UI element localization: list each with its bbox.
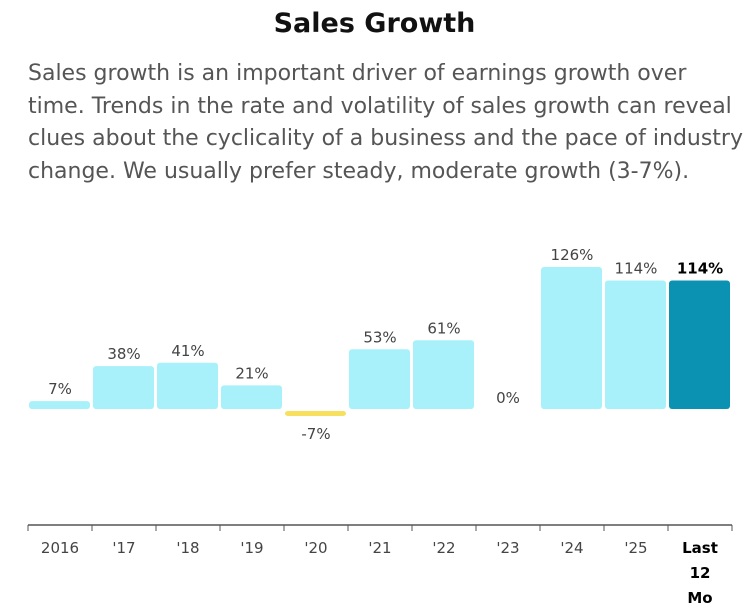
- bar[interactable]: [221, 385, 282, 409]
- x-tick-label: '24: [560, 539, 583, 557]
- x-tick-label: '25: [624, 539, 647, 557]
- bar-value-label: 114%: [677, 260, 723, 278]
- chart-description: Sales growth is an important driver of e…: [28, 61, 743, 184]
- bar[interactable]: [285, 411, 346, 416]
- bar-value-label: 41%: [171, 342, 204, 360]
- x-tick-label: Mo: [687, 589, 712, 607]
- bar-value-label: 0%: [496, 389, 520, 407]
- bar-value-label: 126%: [551, 246, 594, 264]
- bar[interactable]: [669, 280, 730, 409]
- x-tick-label: '17: [112, 539, 135, 557]
- bar[interactable]: [413, 340, 474, 409]
- x-tick-label: 2016: [41, 539, 79, 557]
- x-tick-label: '19: [240, 539, 263, 557]
- x-tick-label: '21: [368, 539, 391, 557]
- bar-value-label: 61%: [427, 319, 460, 337]
- bar[interactable]: [605, 280, 666, 409]
- chart-title: Sales Growth: [273, 8, 476, 39]
- x-tick-label: '22: [432, 539, 455, 557]
- x-tick-label: '18: [176, 539, 199, 557]
- x-tick-label: '23: [496, 539, 519, 557]
- bar[interactable]: [157, 362, 218, 409]
- bar[interactable]: [349, 349, 410, 409]
- bar-value-label: 114%: [615, 260, 658, 278]
- bar-value-label: 38%: [107, 345, 140, 363]
- bar-value-label: -7%: [301, 425, 330, 443]
- bar[interactable]: [29, 401, 90, 409]
- bar[interactable]: [93, 366, 154, 409]
- x-tick-label: '20: [304, 539, 327, 557]
- x-tick-label: 12: [690, 564, 711, 582]
- bar-value-label: 7%: [48, 380, 72, 398]
- bar[interactable]: [541, 267, 602, 409]
- bar-value-label: 53%: [363, 328, 396, 346]
- bar-value-label: 21%: [235, 364, 268, 382]
- x-tick-label: Last: [682, 539, 718, 557]
